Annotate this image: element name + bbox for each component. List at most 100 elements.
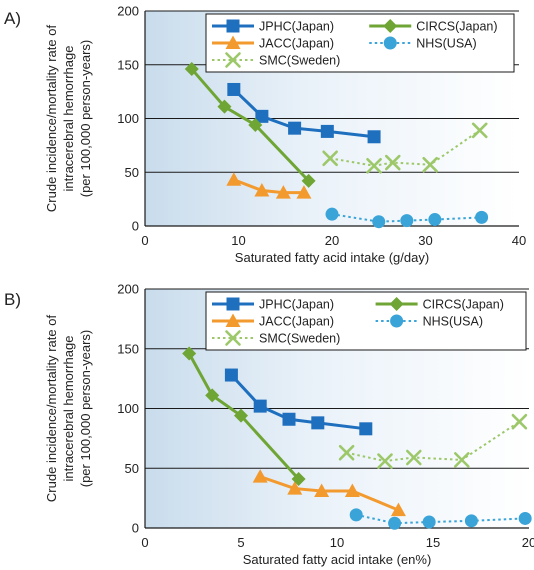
legend-marker [389, 297, 404, 311]
y-tick-label: 50 [125, 165, 139, 180]
data-point [217, 99, 232, 114]
panel-label: A) [4, 9, 21, 28]
data-point [377, 453, 393, 469]
data-point [314, 483, 330, 497]
legend-marker [225, 52, 241, 68]
y-tick-label: 0 [132, 219, 139, 234]
y-axis-title-line: intracerebral hemorrhage [61, 46, 76, 192]
series-jphc-japan [227, 82, 381, 144]
data-point [344, 483, 360, 497]
data-point [325, 207, 339, 221]
data-point [182, 346, 197, 361]
chart-panel-b: 0 50 100 150 200 0 5 10 15 20 Saturated fatty acid… [4, 282, 534, 568]
legend-label: CIRCS(Japan) [416, 20, 497, 34]
x-tick-label: 0 [141, 535, 148, 550]
series-smc-sweden [322, 122, 488, 174]
data-point [234, 408, 248, 423]
x-tick-label: 5 [237, 535, 244, 550]
x-tick-label: 15 [426, 535, 440, 550]
legend-label: NHS(USA) [423, 315, 483, 329]
data-point [254, 183, 270, 197]
data-point [366, 158, 382, 174]
y-tick-label: 50 [125, 461, 139, 476]
data-point [275, 185, 291, 199]
data-point [359, 422, 373, 436]
data-point [311, 416, 325, 430]
y-axis-title-line: Crude incidence/mortality rate of [44, 25, 59, 213]
legend-marker [225, 313, 241, 327]
data-point [296, 185, 312, 199]
data-point [406, 449, 422, 466]
legend-label: SMC(Sweden) [259, 332, 340, 346]
series-line [329, 129, 481, 167]
y-axis-title-line: (per 100,000 person-years) [78, 330, 93, 488]
data-point [400, 214, 414, 228]
x-tick-label: 10 [231, 233, 245, 248]
data-point [338, 444, 355, 461]
data-point [255, 109, 269, 123]
panel-label: B) [4, 290, 21, 309]
series-line [190, 68, 310, 182]
y-tick-label: 200 [117, 282, 139, 297]
legend-marker [383, 36, 397, 50]
data-point [454, 452, 470, 468]
data-point [388, 516, 402, 530]
data-point [205, 388, 220, 403]
x-tick-label: 10 [330, 535, 344, 550]
series-circs-japan [182, 346, 306, 487]
series-jacc-japan [252, 469, 406, 517]
data-point [291, 472, 306, 487]
legend-label: SMC(Sweden) [259, 54, 340, 68]
series-jacc-japan [226, 172, 312, 199]
data-point [287, 481, 303, 495]
data-point [428, 213, 442, 227]
x-tick-label: 40 [512, 233, 526, 248]
y-tick-label: 150 [117, 57, 139, 72]
data-point [322, 150, 338, 167]
legend-marker [225, 35, 241, 49]
series-line [233, 178, 304, 195]
x-tick-label: 20 [522, 535, 534, 550]
x-tick-label: 30 [418, 233, 432, 248]
series-smc-sweden [338, 413, 528, 469]
legend-label: JACC(Japan) [259, 37, 334, 51]
data-point [227, 82, 241, 96]
series-nhs-usa [325, 207, 489, 229]
data-point [475, 210, 489, 224]
data-point [422, 156, 438, 173]
data-point [248, 117, 263, 132]
x-tick-label: 0 [141, 233, 148, 248]
data-point [252, 469, 268, 483]
x-tick-label: 20 [325, 233, 339, 248]
legend-label: CIRCS(Japan) [423, 298, 504, 312]
data-point [422, 515, 436, 529]
chart-panel-a: 0 50 100 150 200 0 10 20 30 40 Saturated fatty aci… [4, 4, 526, 266]
legend-marker [225, 330, 241, 346]
data-point [224, 368, 238, 382]
legend-label: NHS(USA) [416, 37, 476, 51]
y-axis-title-line: Crude incidence/mortality rate of [44, 315, 59, 503]
y-tick-label: 150 [117, 341, 139, 356]
series-line [187, 352, 300, 481]
data-point [518, 511, 532, 525]
legend-label: JPHC(Japan) [259, 298, 334, 312]
y-tick-label: 100 [117, 111, 139, 126]
series-circs-japan [184, 62, 316, 188]
data-point [390, 502, 406, 517]
legend-box [205, 291, 527, 351]
series-nhs-usa [349, 508, 532, 530]
data-point [372, 215, 386, 229]
data-point [349, 508, 363, 522]
legend: JPHC(Japan) JACC(Japan) SMC(Sweden) CIRCS(J… [205, 291, 527, 351]
y-axis-title-line: (per 100,000 person-years) [78, 40, 93, 198]
y-tick-label: 100 [117, 401, 139, 416]
legend-label: JACC(Japan) [259, 315, 334, 329]
data-point [282, 412, 296, 426]
legend: JPHC(Japan) JACC(Japan) SMC(Sweden) CIRCS(J… [205, 13, 515, 73]
data-point [301, 173, 316, 188]
legend-marker [383, 19, 398, 33]
x-axis-title: Saturated fatty acid intake (en%) [243, 552, 432, 567]
legend-marker [226, 297, 240, 311]
y-tick-label: 0 [132, 521, 139, 536]
